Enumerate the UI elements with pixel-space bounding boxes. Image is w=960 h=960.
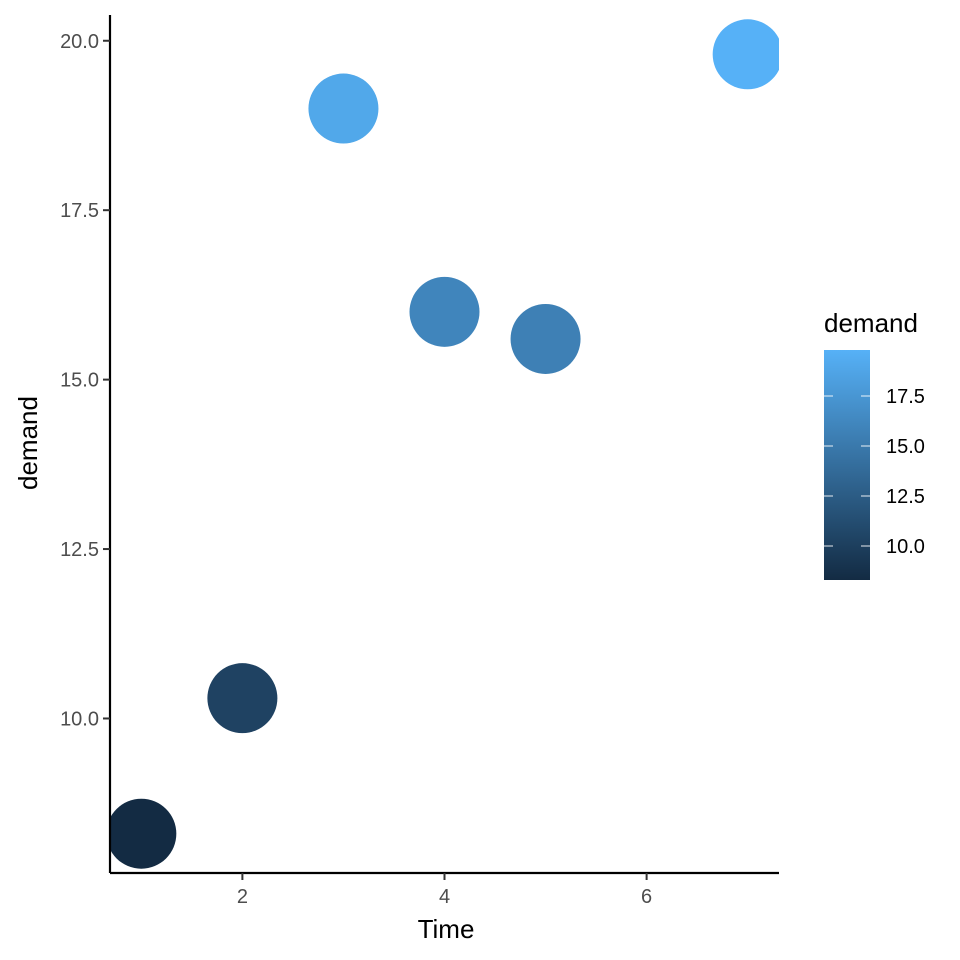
legend-title: demand — [824, 308, 918, 338]
x-tick-label: 6 — [641, 886, 652, 908]
data-point — [712, 19, 779, 90]
data-point — [510, 303, 581, 374]
colorbar-tick-label: 12.5 — [886, 486, 925, 508]
plot-area — [110, 19, 779, 869]
y-tick-label: 12.5 — [60, 539, 99, 561]
y-tick-label: 10.0 — [60, 708, 99, 730]
x-tick-label: 2 — [237, 886, 248, 908]
data-point — [409, 276, 480, 347]
colorbar — [824, 350, 870, 580]
colorbar-tick-label: 17.5 — [886, 386, 925, 408]
x-axis-title: Time — [418, 914, 475, 944]
data-point — [308, 73, 379, 144]
colorbar-tick-label: 10.0 — [886, 536, 925, 558]
data-point — [110, 798, 177, 869]
y-tick-label: 20.0 — [60, 31, 99, 53]
y-tick-label: 17.5 — [60, 200, 99, 222]
y-tick-label: 15.0 — [60, 370, 99, 392]
colorbar-tick-label: 15.0 — [886, 436, 925, 458]
color-legend: demand 10.0 12.5 15.0 17.5 — [824, 308, 925, 580]
x-tick-label: 4 — [439, 886, 450, 908]
y-axis: 10.0 12.5 15.0 17.5 20.0 — [60, 15, 112, 873]
data-point — [207, 663, 278, 734]
x-axis: 2 4 6 — [110, 871, 779, 908]
y-axis-title: demand — [13, 396, 43, 490]
